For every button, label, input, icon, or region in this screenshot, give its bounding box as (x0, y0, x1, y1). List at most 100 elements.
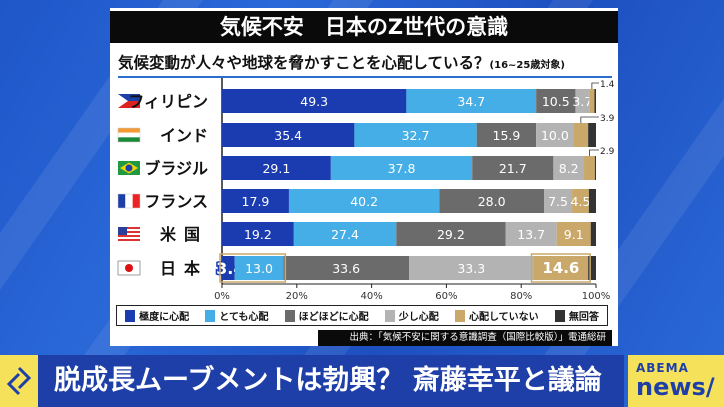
refresh-cycle-icon (0, 355, 38, 407)
bar-segment (553, 156, 585, 180)
chart-panel: 気候不安 日本のZ世代の意識 気候変動が人々や地球を脅かすことを心配している？(… (110, 8, 618, 346)
bar-segment (354, 123, 477, 147)
legend-swatch (384, 309, 395, 322)
legend: 極度に心配 とても心配 ほどほどに心配 少し心配 心配していない 無回答 (116, 305, 608, 326)
chart-title: 気候不安 日本のZ世代の意識 (110, 11, 618, 43)
legend-item: 少し心配 (384, 308, 439, 323)
x-tick-label: 80% (510, 291, 532, 302)
flag-philippines-icon (118, 94, 140, 108)
legend-swatch (284, 309, 295, 322)
data-label: 2.9 (600, 147, 615, 157)
data-label: 40.2 (350, 194, 378, 209)
data-label: 35.4 (274, 128, 302, 143)
data-label: 15.9 (493, 128, 521, 143)
data-label: 29.2 (437, 227, 465, 242)
flag-france-icon (117, 193, 141, 209)
bar-segment (584, 156, 595, 180)
bar-segment (505, 222, 557, 246)
data-label: 14.6 (542, 259, 579, 277)
legend-label: 無回答 (568, 312, 599, 323)
bar-segment (222, 222, 294, 246)
bar-segment (589, 89, 595, 113)
data-label: 1.4 (600, 80, 615, 90)
data-label: 33.3 (457, 261, 485, 276)
legend-swatch (205, 309, 216, 322)
age-note: (16~25歳対象) (489, 60, 565, 71)
x-tick-label: 40% (360, 291, 382, 302)
bar-segment (234, 256, 284, 280)
bar-segment (588, 189, 596, 213)
legend-label: 少し心配 (398, 312, 439, 323)
bar-segment (222, 123, 355, 147)
bar-segment (575, 89, 590, 113)
flag-brazil-icon (118, 161, 140, 175)
bar-segment (536, 89, 576, 113)
category-label: ブラジル (144, 159, 208, 178)
chart-subtitle: 気候変動が人々や地球を脅かすことを心配している？(16~25歳対象) (118, 48, 612, 78)
legend-label: 心配していない (468, 312, 539, 323)
bar-segment (293, 222, 397, 246)
data-label: 4.5 (571, 194, 591, 209)
bar-segment (472, 156, 554, 180)
bar-segment (222, 189, 289, 213)
legend-label: ほどほどに心配 (298, 312, 369, 323)
data-label: 19.2 (244, 227, 272, 242)
flag-india-icon (117, 127, 141, 143)
legend-swatch (554, 309, 565, 322)
bar-segment (222, 156, 331, 180)
bar-segment (573, 123, 589, 147)
bar-segment (330, 156, 473, 180)
bar-segment (476, 123, 537, 147)
data-label: 28.0 (478, 194, 506, 209)
legend-item: ほどほどに心配 (284, 308, 369, 323)
leader-line (580, 116, 599, 123)
bar-segment (572, 189, 589, 213)
bar-segment (439, 189, 545, 213)
data-label: 34.7 (457, 94, 485, 109)
legend-label: とても心配 (219, 312, 269, 323)
source-caption: 出典：「気候不安に関する意識調査（国際比較版）」電通総研 (318, 330, 612, 346)
legend-item: 無回答 (554, 308, 599, 323)
legend-item: 極度に心配 (125, 308, 189, 323)
bar-segment (222, 89, 407, 113)
x-tick-label: 100% (582, 291, 611, 302)
leader-line (591, 82, 599, 89)
data-label: 32.7 (402, 128, 430, 143)
data-label: 13.7 (517, 227, 545, 242)
data-label: 37.8 (388, 161, 416, 176)
bar-segment (533, 256, 589, 280)
data-label: 17.9 (242, 194, 270, 209)
flag-usa-icon (118, 227, 140, 241)
x-tick-label: 60% (435, 291, 457, 302)
bar-segment (409, 256, 534, 280)
flag-japan-icon (117, 260, 141, 276)
bar-segment (536, 123, 574, 147)
data-label: 49.3 (300, 94, 328, 109)
data-label: 13.0 (245, 261, 273, 276)
data-label: 29.1 (262, 161, 290, 176)
bar-segment (288, 189, 440, 213)
headline: 脱成長ムーブメントは勃興？ 斎藤幸平と議論 (38, 355, 624, 407)
bar-segment (594, 156, 596, 180)
bar-segment (283, 256, 409, 280)
bar-segment (556, 222, 591, 246)
bar-segment (590, 222, 596, 246)
data-label: 3.9 (600, 114, 615, 124)
data-label: 8.2 (559, 161, 579, 176)
question-text: 気候変動が人々や地球を脅かすことを心配している？ (118, 54, 490, 72)
stacked-bar-chart: フィリピン 49.3 34.7 10.5 3.7 1.4 インド 35.4 32.7 15.9 10… (117, 78, 615, 302)
category-label: フィリピン (128, 92, 208, 111)
bar-segment (588, 256, 596, 280)
legend-label: 極度に心配 (139, 312, 190, 323)
legend-item: とても心配 (205, 308, 268, 323)
abema-news-logo: ABEMA news/ (628, 355, 724, 407)
data-label: 10.0 (541, 128, 569, 143)
category-label: インド (160, 126, 208, 145)
data-label: 10.5 (542, 94, 570, 109)
data-label: 21.7 (499, 161, 527, 176)
bar-segment (396, 222, 506, 246)
data-label: 3.7 (572, 94, 592, 109)
data-label: 33.6 (332, 261, 360, 276)
legend-swatch (454, 309, 465, 322)
bar-segment (544, 189, 573, 213)
